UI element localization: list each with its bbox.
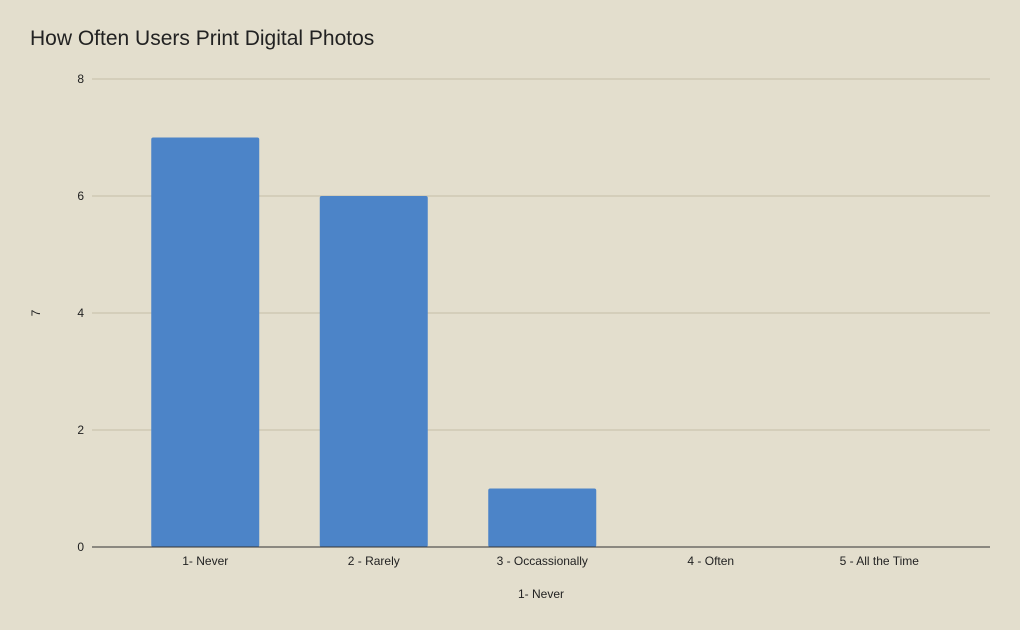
x-axis-title: 1- Never: [518, 587, 564, 601]
bars: [151, 137, 597, 547]
x-tick-label: 4 - Often: [687, 554, 734, 568]
x-tick-label: 3 - Occassionally: [497, 554, 588, 568]
x-tick-label: 5 - All the Time: [840, 554, 920, 568]
y-tick-label: 2: [77, 423, 84, 437]
y-axis-title: 7: [29, 309, 43, 316]
bar: [151, 137, 260, 547]
y-tick-label: 6: [77, 189, 84, 203]
y-tick-label: 4: [77, 306, 84, 320]
bar: [319, 196, 428, 547]
y-tick-label: 0: [77, 540, 84, 554]
y-tick-label: 8: [77, 72, 84, 86]
x-tick-label: 1- Never: [182, 554, 228, 568]
x-tick-label: 2 - Rarely: [348, 554, 400, 568]
bar: [488, 488, 597, 547]
chart-title: How Often Users Print Digital Photos: [30, 27, 375, 50]
x-axis-ticks: 1- Never 2 - Rarely 3 - Occassionally 4 - O…: [182, 554, 919, 568]
y-axis-ticks: 0 2 4 6 8: [77, 72, 84, 554]
